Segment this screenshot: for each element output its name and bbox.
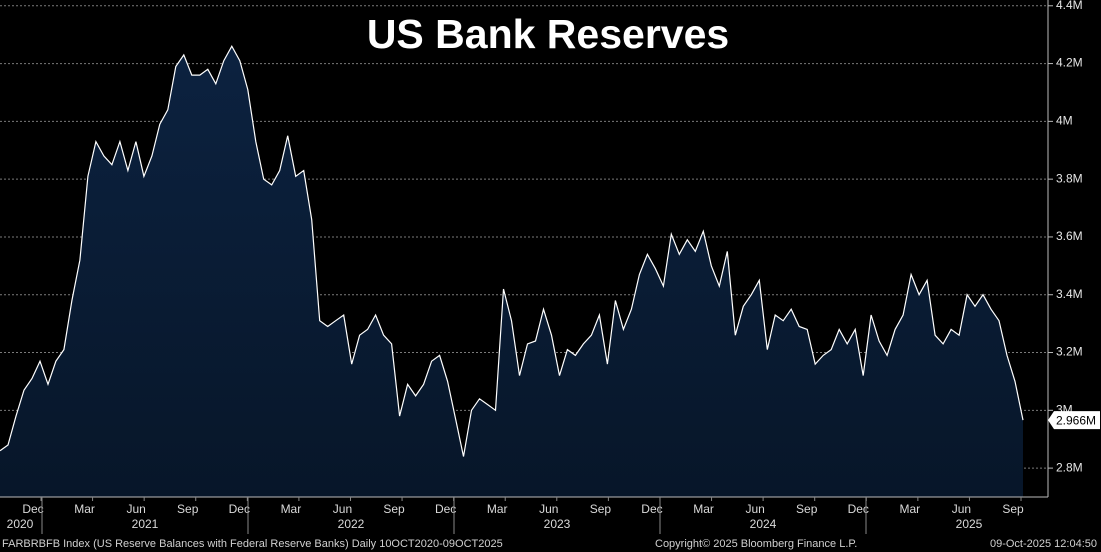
x-tick-label: Dec — [641, 502, 662, 516]
x-tick-label: Dec — [22, 502, 43, 516]
last-value-label: 2.966M — [1056, 413, 1096, 427]
x-tick-label: Mar — [281, 502, 302, 516]
area — [0, 46, 1023, 497]
footer-copyright: Copyright© 2025 Bloomberg Finance L.P. — [655, 538, 857, 550]
y-tick-label: 3.4M — [1056, 287, 1083, 301]
x-tick-label: Dec — [848, 502, 869, 516]
x-tick-label: Mar — [900, 502, 921, 516]
x-tick-label: Mar — [693, 502, 714, 516]
year-label: 2024 — [750, 517, 777, 531]
y-tick-label: 4.2M — [1056, 56, 1083, 70]
x-tick-label: Sep — [590, 502, 612, 516]
x-tick-label: Jun — [952, 502, 971, 516]
x-tick-label: Sep — [383, 502, 405, 516]
x-tick-label: Jun — [539, 502, 558, 516]
y-tick-label: 4M — [1056, 114, 1073, 128]
year-label: 2022 — [338, 517, 365, 531]
x-tick-label: Sep — [1002, 502, 1024, 516]
y-tick-label: 4.4M — [1056, 0, 1083, 12]
year-label: 2020 — [7, 517, 34, 531]
y-tick-label: 2.8M — [1056, 460, 1083, 474]
x-tick-label: Sep — [177, 502, 199, 516]
y-tick-label: 3.2M — [1056, 345, 1083, 359]
year-label: 2025 — [956, 517, 983, 531]
year-label: 2023 — [544, 517, 571, 531]
x-tick-label: Jun — [745, 502, 764, 516]
line — [0, 44, 1024, 457]
x-tick-label: Dec — [435, 502, 456, 516]
plot-area: 2.8M3M3.2M3.4M3.6M3.8M4M4.2M4.4M2.966MDe… — [0, 0, 1100, 534]
year-label: 2021 — [132, 517, 159, 531]
x-tick-label: Dec — [229, 502, 250, 516]
x-tick-label: Jun — [126, 502, 145, 516]
y-tick-label: 3.6M — [1056, 229, 1083, 243]
chart-title: US Bank Reserves — [367, 11, 729, 57]
footer-source: FARBRBFB Index (US Reserve Balances with… — [2, 538, 503, 550]
last-value-box — [1048, 411, 1100, 430]
x-tick-label: Sep — [796, 502, 818, 516]
x-tick-label: Jun — [333, 502, 352, 516]
x-tick-label: Mar — [74, 502, 95, 516]
x-tick-label: Mar — [487, 502, 508, 516]
y-tick-label: 3.8M — [1056, 171, 1083, 185]
footer-timestamp: 09-Oct-2025 12:04:50 — [990, 538, 1097, 550]
